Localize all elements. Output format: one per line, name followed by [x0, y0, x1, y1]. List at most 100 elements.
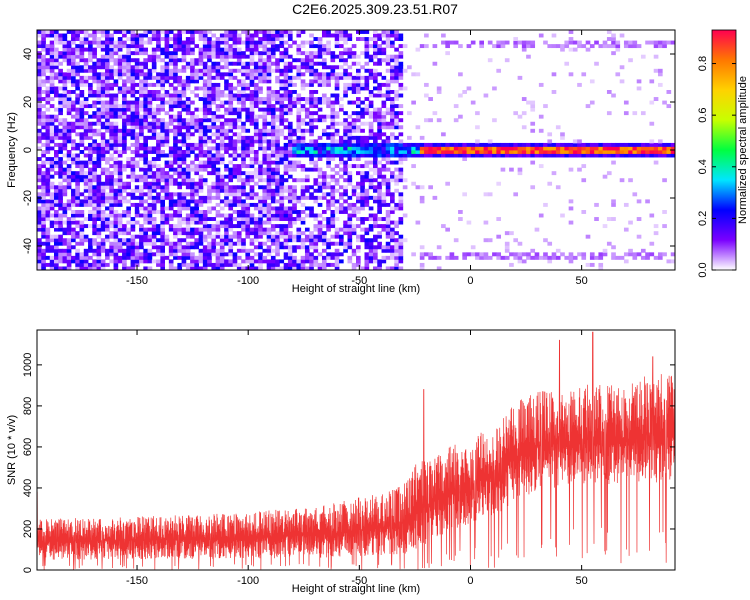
heatmap-cell-1341 — [143, 65, 148, 70]
heatmap-cell-3651 — [351, 206, 357, 211]
heatmap-cell-3852 — [373, 238, 378, 243]
heatmap-cell-4210 — [419, 150, 425, 154]
heatmap-cell-2066 — [207, 157, 212, 161]
heatmap-cell-85 — [41, 150, 46, 154]
heatmap-cell-3430 — [330, 262, 336, 267]
heatmap-cell-88 — [41, 132, 46, 137]
heatmap-cell-3259 — [309, 58, 314, 63]
heatmap-cell-600 — [83, 118, 89, 123]
heatmap-cell-2547 — [249, 227, 255, 232]
heatmap-cell-2595 — [253, 238, 259, 243]
heatmap-cell-39 — [37, 93, 42, 98]
heatmap-cell-1427 — [151, 125, 157, 130]
heatmap-cell-3142 — [300, 245, 306, 250]
heatmap-cell-3151 — [300, 192, 306, 197]
heatmap-cell-1913 — [194, 192, 200, 197]
heatmap-cell-4086 — [394, 202, 399, 207]
heatmap-cell-666 — [92, 266, 97, 270]
heatmap-cell-3365 — [321, 153, 327, 158]
heatmap-cell-3225 — [309, 234, 314, 239]
heatmap-cell-434 — [71, 192, 76, 197]
spectrogram-xtick-label-1: -100 — [237, 275, 259, 287]
heatmap-cell-4674 — [615, 40, 621, 45]
heatmap-cell-746 — [96, 160, 102, 165]
heatmap-cell-3714 — [356, 82, 361, 87]
heatmap-cell-583 — [83, 199, 89, 204]
heatmap-cell-2202 — [219, 248, 225, 253]
heatmap-cell-4059 — [390, 100, 395, 105]
heatmap-cell-3467 — [330, 72, 336, 77]
heatmap-cell-2411 — [236, 174, 242, 179]
heatmap-cell-1166 — [130, 135, 136, 140]
heatmap-cell-1925 — [194, 125, 200, 130]
heatmap-cell-3655 — [351, 185, 357, 190]
heatmap-cell-972 — [113, 128, 119, 133]
heatmap-cell-3772 — [364, 199, 370, 204]
heatmap-cell-4788 — [662, 142, 667, 147]
heatmap-cell-4665 — [611, 33, 616, 38]
heatmap-cell-1579 — [164, 93, 170, 98]
heatmap-cell-738 — [96, 195, 102, 200]
heatmap-cell-903 — [109, 174, 114, 179]
heatmap-cell-328 — [62, 213, 68, 218]
heatmap-cell-3345 — [317, 37, 323, 41]
heatmap-cell-1562 — [164, 185, 170, 190]
heatmap-cell-3444 — [330, 188, 336, 193]
heatmap-cell-3449 — [330, 157, 336, 161]
heatmap-cell-7 — [37, 241, 42, 246]
heatmap-cell-130 — [45, 178, 51, 183]
heatmap-cell-3813 — [368, 224, 374, 229]
heatmap-cell-1151 — [130, 220, 136, 225]
heatmap-cell-4146 — [398, 132, 404, 137]
heatmap-cell-3412 — [326, 135, 331, 140]
heatmap-cell-2357 — [232, 195, 238, 200]
heatmap-cell-389 — [66, 171, 72, 176]
heatmap-cell-1141 — [130, 259, 136, 264]
heatmap-cell-333 — [62, 188, 68, 193]
heatmap-cell-2075 — [207, 111, 212, 116]
heatmap-cell-3016 — [287, 220, 293, 225]
heatmap-cell-3764 — [364, 252, 370, 257]
heatmap-cell-1622 — [168, 118, 174, 123]
heatmap-cell-2991 — [283, 86, 289, 91]
heatmap-cell-2557 — [249, 174, 255, 179]
heatmap-cell-3435 — [330, 224, 336, 229]
heatmap-cell-3101 — [296, 234, 302, 239]
heatmap-cell-4719 — [636, 217, 642, 221]
heatmap-cell-913 — [109, 128, 114, 133]
heatmap-cell-485 — [75, 188, 80, 193]
heatmap-cell-2880 — [275, 142, 280, 147]
heatmap-cell-1230 — [134, 82, 140, 87]
heatmap-cell-69 — [41, 213, 46, 218]
heatmap-cell-4780 — [657, 40, 663, 45]
heatmap-cell-2882 — [275, 135, 280, 140]
heatmap-cell-848 — [105, 167, 110, 172]
heatmap-cell-2955 — [283, 262, 289, 267]
heatmap-cell-3690 — [356, 199, 361, 204]
heatmap-cell-2424 — [236, 107, 242, 112]
heatmap-cell-1860 — [190, 213, 195, 218]
heatmap-cell-4525 — [555, 125, 561, 130]
heatmap-cell-3548 — [338, 54, 344, 59]
heatmap-cell-3433 — [330, 241, 336, 246]
heatmap-cell-2996 — [283, 68, 289, 73]
heatmap-cell-1778 — [181, 118, 187, 123]
heatmap-cell-3860 — [373, 188, 378, 193]
heatmap-cell-2431 — [236, 68, 242, 73]
heatmap-cell-2787 — [266, 68, 272, 73]
heatmap-cell-1410 — [151, 202, 157, 207]
heatmap-cell-1260 — [139, 185, 144, 190]
heatmap-cell-528 — [79, 234, 85, 239]
heatmap-cell-1808 — [185, 217, 191, 221]
heatmap-cell-4024 — [385, 37, 391, 41]
heatmap-cell-3975 — [381, 51, 387, 56]
heatmap-cell-2404 — [236, 202, 242, 207]
heatmap-cell-3018 — [287, 213, 293, 218]
heatmap-cell-3723 — [360, 266, 365, 270]
heatmap-cell-3674 — [351, 75, 357, 80]
heatmap-cell-2717 — [262, 132, 268, 137]
heatmap-cell-406 — [66, 93, 72, 98]
heatmap-cell-4152 — [398, 86, 404, 91]
heatmap-cell-4151 — [398, 93, 404, 98]
heatmap-cell-938 — [113, 262, 119, 267]
